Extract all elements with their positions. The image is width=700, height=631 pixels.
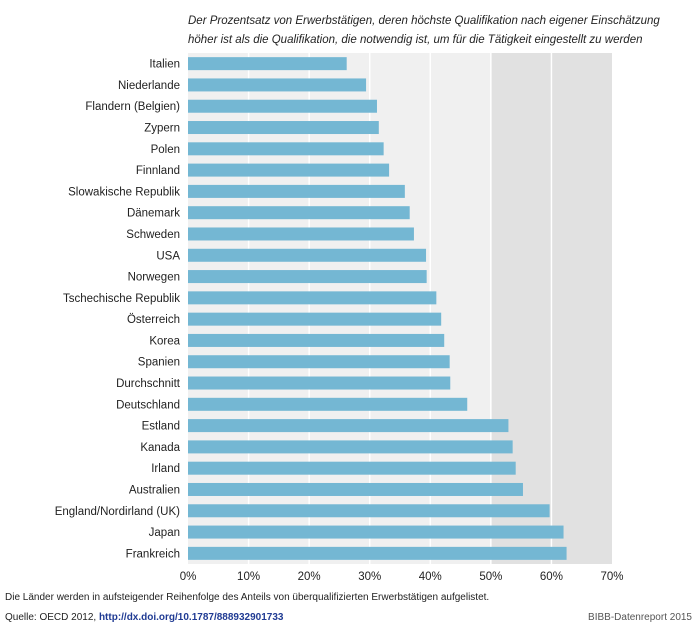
bar <box>188 376 451 390</box>
category-label: Korea <box>149 335 180 347</box>
category-label: Kanada <box>140 442 180 454</box>
bar <box>188 227 414 241</box>
bar-chart: Italien Niederlande Flandern (Belgien) Zype… <box>55 53 624 583</box>
x-tick-label: 50% <box>479 571 502 583</box>
category-label: Finnland <box>136 165 180 177</box>
category-label: Flandern (Belgien) <box>85 101 180 113</box>
bar <box>188 525 564 539</box>
bar <box>188 121 379 135</box>
category-label: Polen <box>151 144 180 156</box>
bar <box>188 397 468 411</box>
chart-title: Der Prozentsatz von Erwerbstätigen, dere… <box>188 12 688 50</box>
x-tick-label: 40% <box>419 571 442 583</box>
category-label: England/Nordirland (UK) <box>55 506 180 518</box>
category-label: Österreich <box>127 314 180 326</box>
category-label: Norwegen <box>128 272 180 284</box>
category-labels: Italien Niederlande Flandern (Belgien) Zype… <box>55 59 181 561</box>
publisher-brand: BIBB-Datenreport 2015 <box>588 612 692 623</box>
category-label: Durchschnitt <box>116 378 181 390</box>
category-label: Irland <box>151 463 180 475</box>
x-tick-label: 60% <box>540 571 563 583</box>
bars <box>188 57 567 560</box>
plot-panel <box>188 53 612 564</box>
category-label: Dänemark <box>127 208 180 220</box>
source-line: Quelle: OECD 2012, http://dx.doi.org/10.… <box>5 612 283 623</box>
category-label: Frankreich <box>126 548 180 560</box>
chart-title-line-2: höher ist als die Qualifikation, die not… <box>188 34 643 46</box>
category-label: Tschechische Republik <box>63 293 180 305</box>
footnote: Die Länder werden in aufsteigender Reihe… <box>5 592 490 603</box>
bar <box>188 78 367 92</box>
source-prefix: Quelle: OECD 2012, <box>5 612 99 623</box>
bar <box>188 440 513 454</box>
bar <box>188 57 347 71</box>
x-tick-label: 70% <box>600 571 623 583</box>
bar <box>188 248 427 262</box>
category-label: Zypern <box>144 123 180 135</box>
x-axis-tick-labels: 0% 10% 20% 30% 40% 50% 60% 70% <box>180 571 624 583</box>
bar <box>188 163 390 177</box>
category-label: Schweden <box>126 229 180 241</box>
bar <box>188 312 442 326</box>
x-tick-label: 0% <box>180 571 197 583</box>
bar <box>188 504 550 518</box>
source-link[interactable]: http://dx.doi.org/10.1787/888932901733 <box>98 612 284 623</box>
bar <box>188 184 405 198</box>
category-label: Italien <box>149 59 180 71</box>
category-label: Australien <box>129 484 180 496</box>
bar <box>188 355 450 369</box>
bar <box>188 419 509 433</box>
bar <box>188 333 445 347</box>
category-label: Slowakische Republik <box>68 186 180 198</box>
plot-background-left <box>188 53 491 564</box>
x-tick-label: 20% <box>298 571 321 583</box>
bar <box>188 206 410 220</box>
bar <box>188 142 384 156</box>
category-label: USA <box>156 250 180 262</box>
bar <box>188 461 516 475</box>
category-label: Japan <box>149 527 180 539</box>
category-label: Estland <box>142 421 180 433</box>
bar <box>188 546 567 560</box>
gridlines <box>247 53 553 564</box>
bar <box>188 291 437 305</box>
x-tick-label: 10% <box>237 571 260 583</box>
chart-title-line-1: Der Prozentsatz von Erwerbstätigen, dere… <box>188 15 660 27</box>
bar <box>188 482 523 496</box>
category-label: Spanien <box>138 357 180 369</box>
category-label: Niederlande <box>118 80 180 92</box>
x-tick-label: 30% <box>358 571 381 583</box>
bar <box>188 270 427 284</box>
category-label: Deutschland <box>116 399 180 411</box>
bar <box>188 99 377 113</box>
